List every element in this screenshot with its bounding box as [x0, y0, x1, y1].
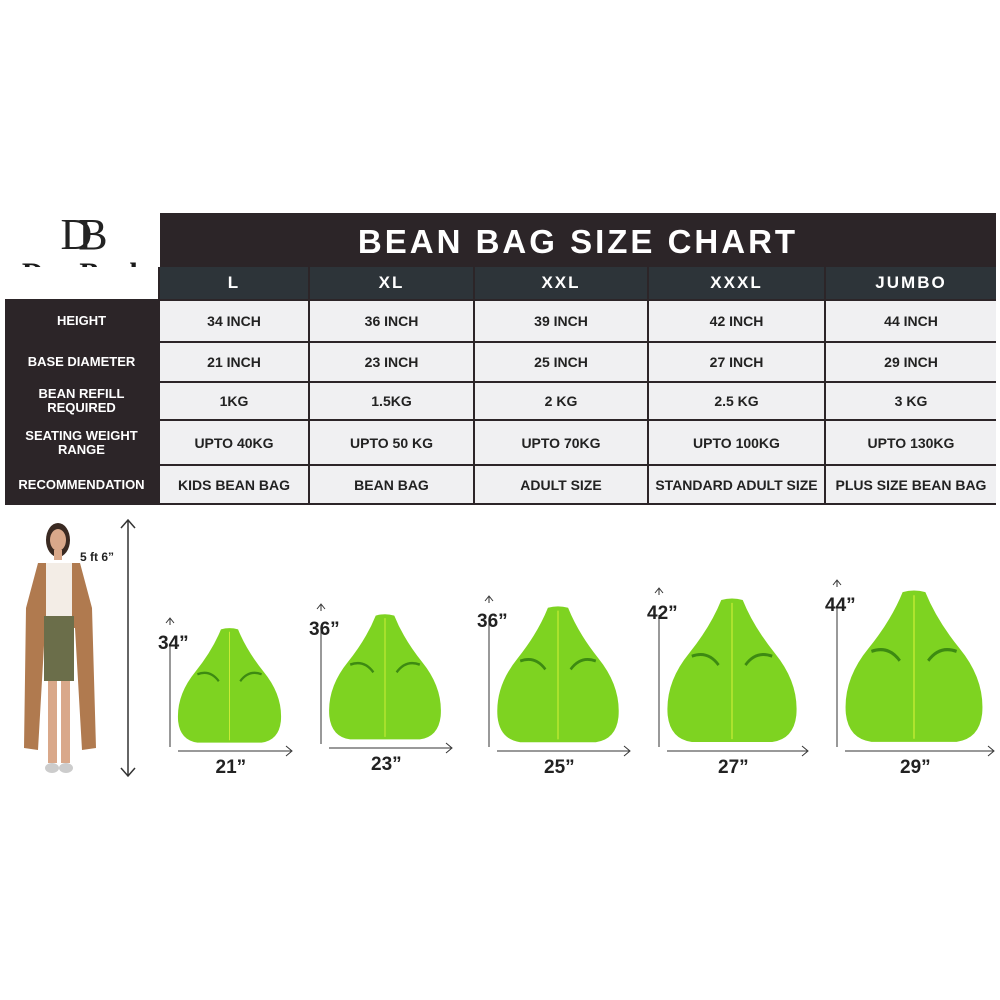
bean-bag-image	[177, 628, 282, 743]
row-label: BASE DIAMETER	[5, 343, 158, 381]
row-label: BEAN REFILL REQUIRED	[5, 383, 158, 419]
table-cell: 39 INCH	[475, 301, 647, 341]
table-cell: 1.5KG	[310, 383, 473, 419]
row-label: HEIGHT	[5, 301, 158, 341]
table-cell: UPTO 130KG	[826, 421, 996, 464]
table-cell: 25 INCH	[475, 343, 647, 381]
table-cell: 2 KG	[475, 383, 647, 419]
person-height-arrow	[120, 518, 136, 778]
chart-title: BEAN BAG SIZE CHART	[160, 213, 996, 267]
table-cell: 29 INCH	[826, 343, 996, 381]
size-table: L XL XXL XXXL JUMBO HEIGHT 34 INCH 36 INCH 39 IN…	[5, 267, 996, 505]
bag-width-label: 27”	[718, 757, 749, 778]
size-header-jumbo: JUMBO	[826, 267, 996, 299]
table-cell: UPTO 70KG	[475, 421, 647, 464]
size-header-xxl: XXL	[475, 267, 647, 299]
table-cell: PLUS SIZE BEAN BAG	[826, 466, 996, 503]
height-arrow	[484, 595, 494, 747]
height-arrow	[654, 587, 664, 747]
table-cell: 1KG	[160, 383, 308, 419]
person-figure	[10, 518, 110, 785]
table-cell: UPTO 40KG	[160, 421, 308, 464]
size-header-xl: XL	[310, 267, 473, 299]
width-arrow	[329, 742, 453, 754]
header-spacer	[5, 267, 158, 299]
table-cell: 21 INCH	[160, 343, 308, 381]
bag-height-label: 36”	[309, 619, 340, 640]
table-cell: KIDS BEAN BAG	[160, 466, 308, 503]
bag-height-label: 44”	[825, 595, 856, 616]
table-cell: UPTO 50 KG	[310, 421, 473, 464]
table-cell: 36 INCH	[310, 301, 473, 341]
table-cell: 23 INCH	[310, 343, 473, 381]
table-cell: 44 INCH	[826, 301, 996, 341]
width-arrow	[667, 745, 809, 757]
height-arrow	[316, 603, 326, 744]
size-header-xxxl: XXXL	[649, 267, 824, 299]
table-cell: STANDARD ADULT SIZE	[649, 466, 824, 503]
bean-bag-image	[845, 590, 983, 742]
row-label: SEATING WEIGHT RANGE	[5, 421, 158, 464]
bag-width-label: 23”	[371, 754, 402, 775]
bean-bag-image	[497, 606, 619, 743]
table-cell: ADULT SIZE	[475, 466, 647, 503]
table-cell: 3 KG	[826, 383, 996, 419]
table-cell: 34 INCH	[160, 301, 308, 341]
table-cell: 42 INCH	[649, 301, 824, 341]
height-arrow	[165, 617, 175, 747]
table-cell: BEAN BAG	[310, 466, 473, 503]
bag-height-label: 42”	[647, 603, 678, 624]
width-arrow	[845, 745, 995, 757]
row-label: RECOMMENDATION	[5, 466, 158, 503]
logo-mark: DB	[60, 210, 107, 259]
bean-bag-image	[667, 598, 797, 743]
bag-width-label: 21”	[215, 757, 247, 778]
bag-width-label: 25”	[544, 757, 575, 778]
table-cell: 2.5 KG	[649, 383, 824, 419]
table-cell: UPTO 100KG	[649, 421, 824, 464]
table-cell: 27 INCH	[649, 343, 824, 381]
bag-height-label: 36”	[477, 611, 508, 632]
width-arrow	[497, 745, 631, 757]
width-arrow	[178, 745, 293, 757]
person-height-label: 5 ft 6”	[80, 550, 115, 564]
bag-height-label: 34”	[158, 633, 189, 654]
size-header-l: L	[160, 267, 308, 299]
height-arrow	[832, 579, 842, 747]
bean-bag-image	[329, 614, 441, 740]
bag-width-label: 29”	[900, 757, 931, 778]
